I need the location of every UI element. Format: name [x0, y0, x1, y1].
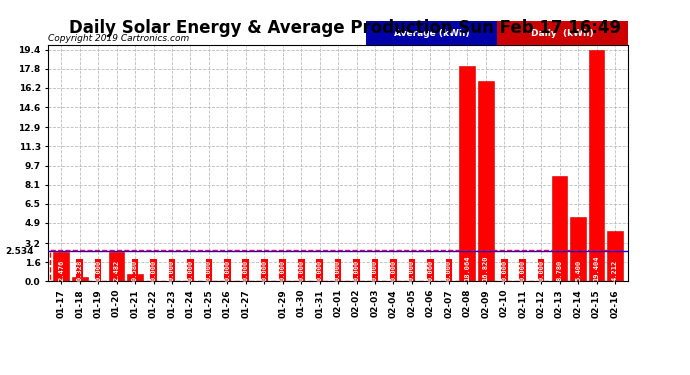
Text: 0.000: 0.000 — [335, 260, 341, 281]
Text: 0.580: 0.580 — [132, 260, 138, 281]
Text: 0.000: 0.000 — [317, 260, 323, 281]
Text: 0.000: 0.000 — [279, 260, 286, 281]
Bar — [72, 278, 88, 281]
Text: 2.476: 2.476 — [58, 260, 64, 281]
Bar — [460, 66, 475, 281]
Text: 0.000: 0.000 — [372, 260, 378, 281]
Text: Daily Solar Energy & Average Production Sun Feb 17 16:49: Daily Solar Energy & Average Production … — [69, 19, 621, 37]
Text: 0.000: 0.000 — [446, 260, 452, 281]
Text: 0.000: 0.000 — [538, 260, 544, 281]
Text: 0.000: 0.000 — [501, 260, 507, 281]
Text: 0.000: 0.000 — [409, 260, 415, 281]
Bar — [127, 274, 143, 281]
Text: 8.780: 8.780 — [557, 260, 562, 281]
Bar — [607, 231, 623, 281]
Text: 0.000: 0.000 — [298, 260, 304, 281]
Text: 0.000: 0.000 — [206, 260, 212, 281]
Bar — [422, 280, 438, 281]
Text: 0.000: 0.000 — [150, 260, 157, 281]
Text: 0.000: 0.000 — [353, 260, 359, 281]
Text: 0.000: 0.000 — [262, 260, 267, 281]
Text: 0.000: 0.000 — [520, 260, 526, 281]
Text: 0.000: 0.000 — [243, 260, 249, 281]
Text: 0.328: 0.328 — [77, 260, 83, 281]
Text: Average (kWh): Average (kWh) — [393, 29, 469, 38]
Text: 0.000: 0.000 — [188, 260, 193, 281]
Text: Copyright 2019 Cartronics.com: Copyright 2019 Cartronics.com — [48, 34, 190, 43]
Bar — [570, 217, 586, 281]
Text: 2.482: 2.482 — [114, 260, 119, 281]
Bar — [53, 252, 69, 281]
Bar — [109, 252, 124, 281]
Text: 0.000: 0.000 — [169, 260, 175, 281]
Text: 0.000: 0.000 — [391, 260, 397, 281]
Text: 2.534: 2.534 — [5, 246, 34, 255]
Text: 0.060: 0.060 — [427, 260, 433, 281]
Text: 4.212: 4.212 — [612, 260, 618, 281]
Text: 0.000: 0.000 — [224, 260, 230, 281]
Text: 19.404: 19.404 — [593, 255, 600, 281]
Bar — [589, 50, 604, 281]
Bar — [478, 81, 493, 281]
Text: 5.400: 5.400 — [575, 260, 581, 281]
Text: 0.000: 0.000 — [95, 260, 101, 281]
Text: Daily  (kWh): Daily (kWh) — [531, 29, 593, 38]
Bar — [50, 251, 615, 281]
Text: 16.820: 16.820 — [483, 255, 489, 281]
Text: 18.064: 18.064 — [464, 255, 471, 281]
Bar — [552, 177, 567, 281]
